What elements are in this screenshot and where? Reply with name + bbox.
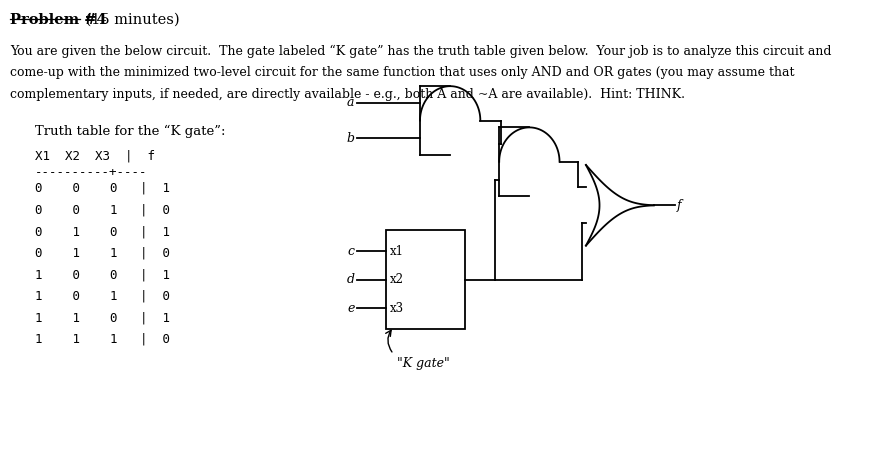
Text: 0    0    0   |  1: 0 0 0 | 1 [36, 182, 171, 195]
Text: come-up with the minimized two-level circuit for the same function that uses onl: come-up with the minimized two-level cir… [11, 66, 795, 79]
Text: 0    1    0   |  1: 0 1 0 | 1 [36, 225, 171, 238]
Text: You are given the below circuit.  The gate labeled “K gate” has the truth table : You are given the below circuit. The gat… [11, 45, 832, 58]
Text: 0    0    1   |  0: 0 0 1 | 0 [36, 203, 171, 217]
Text: c: c [348, 245, 354, 258]
Text: Problem #4: Problem #4 [11, 13, 107, 27]
Text: f: f [677, 199, 681, 212]
Text: (15 minutes): (15 minutes) [80, 13, 179, 27]
Text: d: d [346, 273, 354, 286]
Text: x3: x3 [390, 302, 404, 315]
Text: "K gate": "K gate" [397, 357, 450, 370]
Text: b: b [346, 132, 354, 145]
Text: 1    0    0   |  1: 1 0 0 | 1 [36, 268, 171, 281]
Text: 0    1    1   |  0: 0 1 1 | 0 [36, 247, 171, 260]
Text: 1    1    0   |  1: 1 1 0 | 1 [36, 311, 171, 324]
Text: ----------+----: ----------+---- [36, 166, 148, 179]
Bar [386, 230, 465, 329]
Text: 1    0    1   |  0: 1 0 1 | 0 [36, 290, 171, 302]
Text: X1  X2  X3  |  f: X1 X2 X3 | f [36, 150, 156, 163]
Text: e: e [347, 302, 354, 315]
Text: a: a [347, 96, 354, 109]
Text: 1    1    1   |  0: 1 1 1 | 0 [36, 333, 171, 346]
Text: Truth table for the “K gate”:: Truth table for the “K gate”: [36, 125, 226, 138]
Text: x2: x2 [390, 273, 404, 286]
Text: complementary inputs, if needed, are directly available - e.g., both A and ~A ar: complementary inputs, if needed, are dir… [11, 88, 686, 101]
Text: x1: x1 [390, 245, 404, 258]
